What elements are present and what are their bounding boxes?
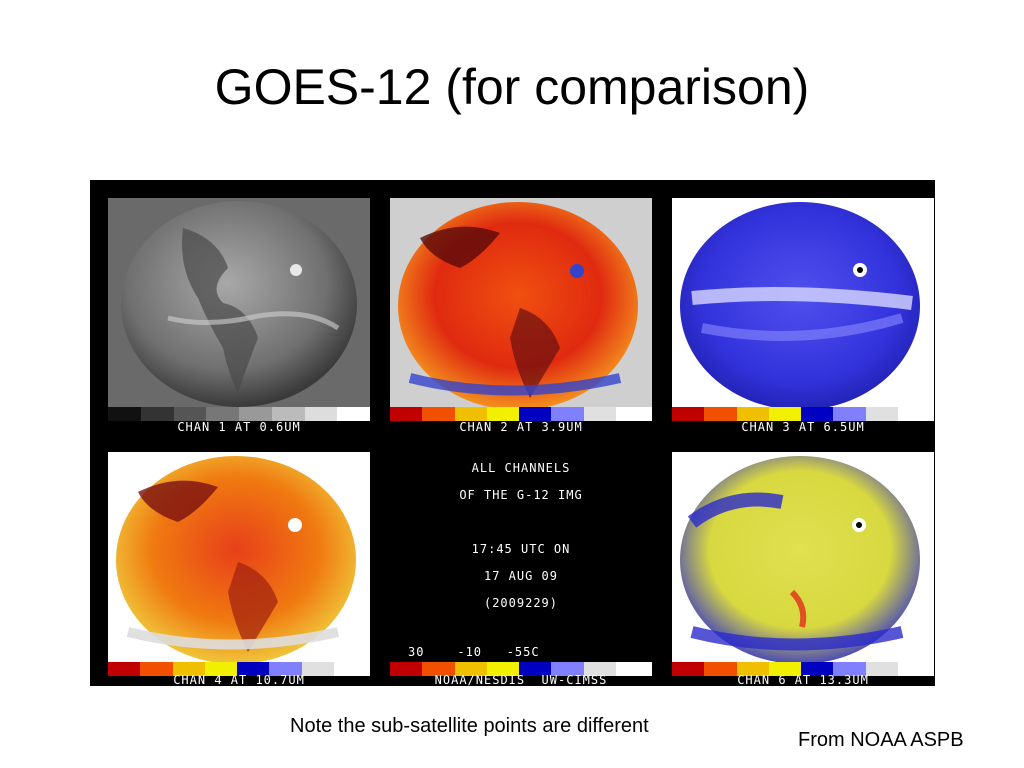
chan1-image — [108, 198, 370, 408]
scale-labels: 30 -10 -55C — [408, 645, 540, 659]
chan6-image — [672, 452, 934, 662]
chan4-label: CHAN 4 AT 10.7UM — [173, 673, 305, 686]
chan1-label: CHAN 1 AT 0.6UM — [177, 420, 301, 434]
chan6-label: CHAN 6 AT 13.3UM — [737, 673, 869, 686]
info-line-1: ALL CHANNELS — [471, 461, 571, 475]
chan2-label: CHAN 2 AT 3.9UM — [459, 420, 583, 434]
info-line-3: 17:45 UTC ON — [471, 542, 571, 556]
chan1-colorbar — [108, 407, 370, 421]
chan3-colorbar — [672, 407, 934, 421]
slide-source: From NOAA ASPB — [798, 729, 964, 751]
chan4-colorbar — [108, 662, 370, 676]
info-line-5: (2009229) — [483, 596, 559, 610]
center-colorbar — [390, 662, 652, 676]
chan3-label: CHAN 3 AT 6.5UM — [741, 420, 865, 434]
info-line-4: 17 AUG 09 — [483, 569, 559, 583]
info-line-2: OF THE G-12 IMG — [459, 488, 583, 502]
chan6-colorbar — [672, 662, 934, 676]
slide-title: GOES-12 (for comparison) — [214, 59, 810, 115]
chan2-colorbar — [390, 407, 652, 421]
chan2-image — [390, 198, 652, 408]
chan3-image — [672, 198, 934, 408]
satellite-image-composite: CHAN 1 AT 0.6UM CHAN 2 AT 3.9UM CHAN 3 A… — [90, 180, 935, 686]
credit-label: NOAA/NESDIS UW-CIMSS — [434, 673, 608, 686]
chan4-image — [108, 452, 370, 662]
slide-note: Note the sub-satellite points are differ… — [290, 715, 649, 737]
